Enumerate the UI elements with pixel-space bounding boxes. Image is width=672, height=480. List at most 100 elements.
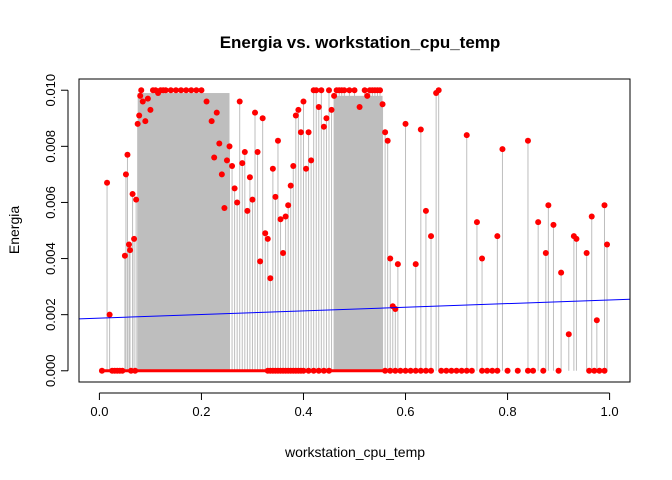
data-point (313, 87, 320, 94)
data-point (257, 258, 264, 265)
data-point (133, 196, 140, 203)
data-point (236, 98, 243, 105)
data-point (208, 118, 215, 125)
data-point (138, 87, 145, 94)
data-point (310, 367, 317, 374)
data-point (351, 87, 358, 94)
dense-stem-region (137, 93, 230, 371)
data-point (252, 109, 259, 116)
data-point (417, 367, 424, 374)
data-point (172, 87, 179, 94)
data-point (127, 247, 134, 254)
data-point (479, 255, 486, 262)
data-point (458, 367, 465, 374)
data-point (524, 367, 531, 374)
data-point (136, 112, 143, 119)
data-point (267, 275, 274, 282)
data-point (162, 87, 169, 94)
chart-title: Energia vs. workstation_cpu_temp (220, 33, 501, 52)
data-point (211, 154, 218, 161)
data-point (542, 249, 549, 256)
data-point (583, 249, 590, 256)
data-point (285, 202, 292, 209)
data-point (305, 129, 312, 136)
data-point (246, 174, 253, 181)
y-tick-label: 0.010 (43, 74, 58, 107)
data-point (167, 87, 174, 94)
x-tick-label: 0.0 (90, 404, 108, 419)
data-point (387, 367, 394, 374)
data-point (178, 87, 185, 94)
y-tick-label: 0.006 (43, 186, 58, 219)
data-point (300, 98, 307, 105)
x-tick-label: 0.6 (396, 404, 414, 419)
data-point (586, 367, 593, 374)
data-point (573, 235, 580, 242)
data-point (198, 87, 205, 94)
x-tick-label: 0.4 (294, 404, 312, 419)
x-tick-label: 0.2 (192, 404, 210, 419)
data-point (290, 162, 297, 169)
data-point (402, 120, 409, 127)
data-point (484, 367, 491, 374)
data-point (218, 171, 225, 178)
data-point (241, 148, 248, 155)
data-point (555, 367, 562, 374)
data-point (364, 92, 371, 99)
y-tick-label: 0.004 (43, 242, 58, 275)
data-point (601, 367, 608, 374)
data-point (300, 367, 307, 374)
data-point (499, 146, 506, 153)
data-point (262, 230, 269, 237)
data-point (550, 221, 557, 228)
data-point (183, 87, 190, 94)
data-point (188, 87, 195, 94)
data-point (382, 367, 389, 374)
data-point (226, 143, 233, 150)
data-point (524, 137, 531, 144)
data-point (384, 137, 391, 144)
x-tick-label: 1.0 (601, 404, 619, 419)
data-point (297, 129, 304, 136)
data-point (356, 104, 363, 111)
data-point (295, 106, 302, 113)
data-point (308, 157, 315, 164)
data-point (387, 255, 394, 262)
data-point (269, 165, 276, 172)
y-tick-label: 0.008 (43, 130, 58, 163)
data-point (591, 367, 598, 374)
plot-area (78, 87, 631, 374)
data-point (131, 235, 138, 242)
data-point (604, 241, 611, 248)
data-point (98, 367, 105, 374)
data-point (504, 367, 511, 374)
data-point (244, 207, 251, 214)
data-point (412, 367, 419, 374)
x-tick-label: 0.8 (499, 404, 517, 419)
data-point (122, 171, 129, 178)
data-point (320, 123, 327, 130)
data-point (494, 367, 501, 374)
data-point (144, 95, 151, 102)
data-point (448, 367, 455, 374)
data-point (435, 87, 442, 94)
data-point (361, 87, 368, 94)
data-point (341, 87, 348, 94)
data-point (535, 219, 542, 226)
plot-frame (78, 78, 631, 383)
data-point (193, 87, 200, 94)
data-point (305, 367, 312, 374)
data-point (428, 233, 435, 240)
data-point (104, 179, 111, 186)
x-axis: 0.0 0.2 0.4 0.6 0.8 1.0 (90, 392, 619, 419)
data-point (119, 367, 126, 374)
data-point (320, 367, 327, 374)
y-tick-label: 0.002 (43, 298, 58, 331)
data-point (282, 213, 289, 220)
data-point (132, 367, 139, 374)
data-point (264, 235, 271, 242)
data-point (147, 106, 154, 113)
data-point (463, 367, 470, 374)
data-point (468, 367, 475, 374)
data-point (422, 367, 429, 374)
